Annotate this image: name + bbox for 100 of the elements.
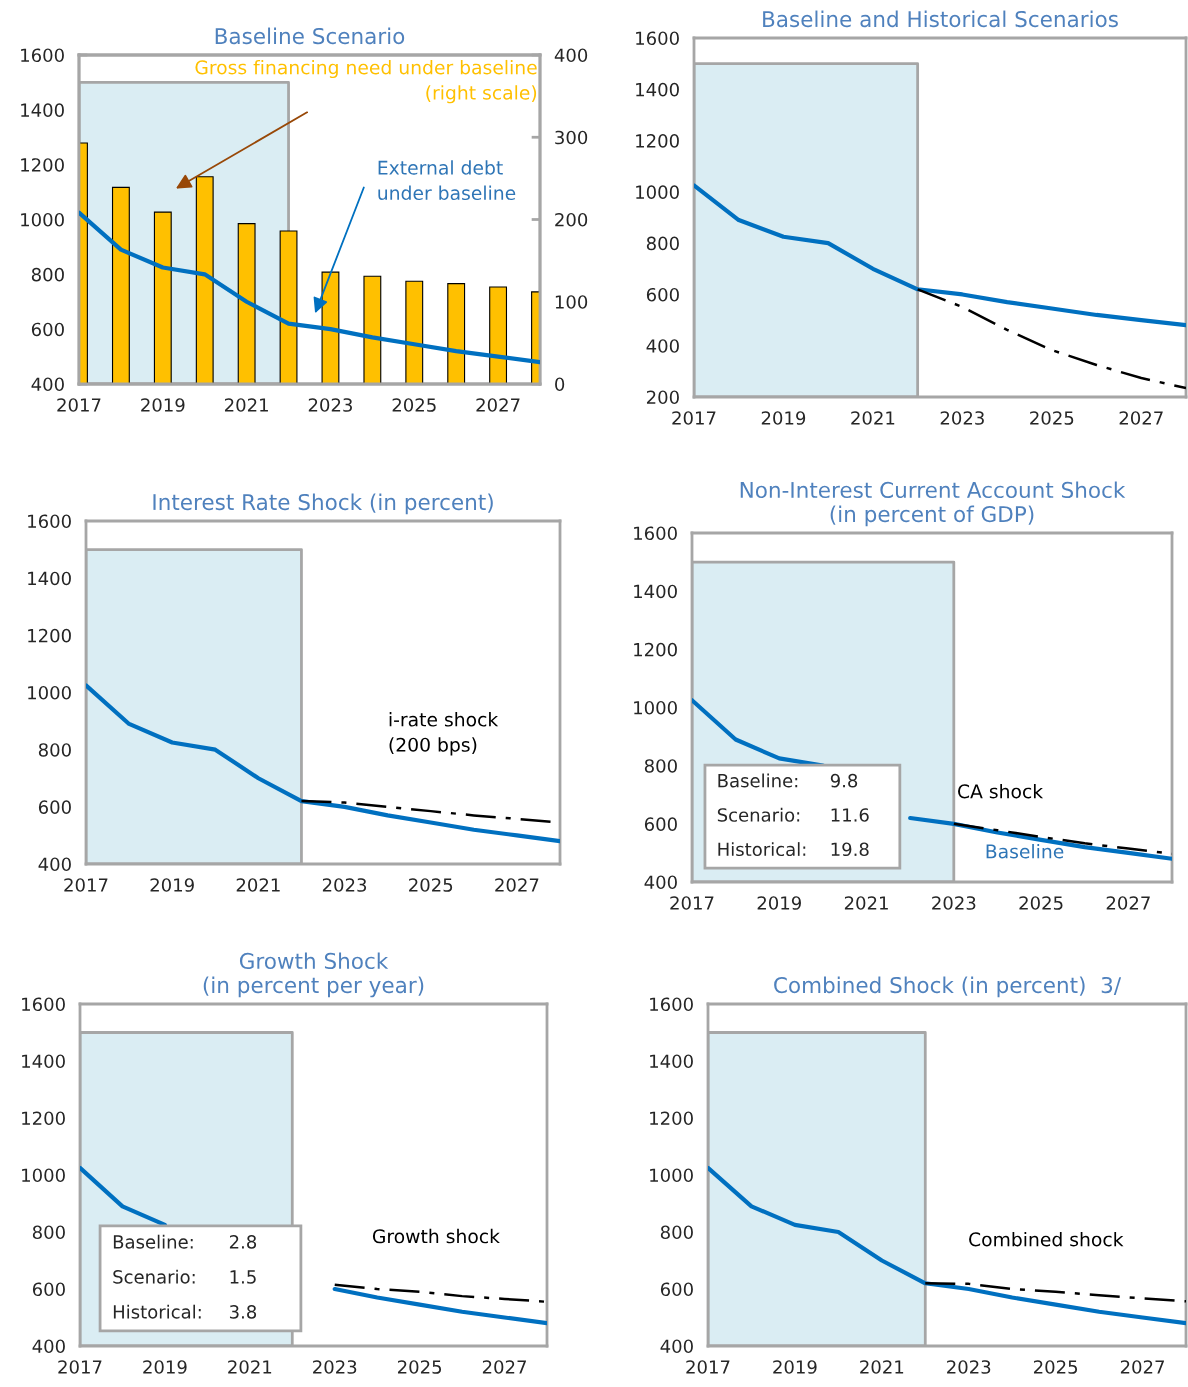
x-tick-label: 2017 xyxy=(670,896,714,910)
x-tick-label: 2017 xyxy=(64,878,108,892)
y-tick-label: 400 xyxy=(38,857,71,872)
y-tick-label: 1400 xyxy=(21,103,64,117)
bar xyxy=(153,211,172,384)
y-tick-label: 1200 xyxy=(22,1111,65,1126)
y-tick-label: 1600 xyxy=(650,997,693,1012)
x-tick-label: 2023 xyxy=(947,1360,991,1374)
bar xyxy=(111,186,130,384)
annotation: Baseline: xyxy=(718,773,798,788)
y-tick-label: 1200 xyxy=(28,628,71,643)
series-label: CA shock xyxy=(958,783,1044,799)
x-tick-label: 2019 xyxy=(773,1360,817,1374)
y-tick-label: 1200 xyxy=(636,134,679,148)
y-tick-label: 400 xyxy=(644,875,677,890)
text: i-rate shock (200 bps) xyxy=(389,712,499,756)
chart-title: Combined Shock (in percent) 3/ xyxy=(774,976,1122,998)
y-tick-label: 1600 xyxy=(28,514,71,529)
line-series xyxy=(694,183,1186,328)
x-tick-label: 2025 xyxy=(392,398,436,412)
y-tick-label: 1200 xyxy=(21,158,64,172)
y-tick-label: 400 xyxy=(660,1339,693,1354)
x-tick-label: 2019 xyxy=(757,896,801,910)
y-tick-label: 1200 xyxy=(650,1111,693,1126)
y-tick-label: 600 xyxy=(32,1282,65,1297)
y2-tick-label: 100 xyxy=(555,295,588,309)
y-tick-label: 800 xyxy=(646,236,679,251)
y-tick-label: 1400 xyxy=(634,584,677,599)
chart-title: Interest Rate Shock (in percent) xyxy=(153,493,493,515)
x-tick-label: 2021 xyxy=(224,398,268,412)
y-tick-label: 600 xyxy=(38,800,71,814)
annotation: Historical: xyxy=(113,1304,201,1319)
y-tick-label: 1400 xyxy=(22,1054,65,1069)
x-tick-label: 2019 xyxy=(761,411,806,425)
bar xyxy=(405,280,424,384)
y-tick-label: 600 xyxy=(660,1282,693,1297)
x-tick-label: 2017 xyxy=(58,1360,102,1374)
y-tick-label: 400 xyxy=(32,1339,65,1354)
x-tick-label: 2021 xyxy=(236,878,280,892)
bar xyxy=(195,176,214,384)
x-tick-label: 2017 xyxy=(686,1360,730,1374)
y-tick-label: 600 xyxy=(646,287,679,302)
x-tick-label: 2025 xyxy=(1033,1360,1078,1374)
x-tick-label: 2017 xyxy=(672,411,716,425)
y-tick-label: 1000 xyxy=(22,1168,65,1183)
y-tick-label: 1600 xyxy=(636,31,679,46)
bar xyxy=(237,223,256,384)
y2-tick-label: 300 xyxy=(555,130,588,145)
x-tick-label: 2021 xyxy=(228,1360,272,1374)
y-tick-label: 1400 xyxy=(650,1054,693,1069)
annotation: Scenario: xyxy=(113,1269,195,1284)
annotation: 11.6 xyxy=(831,808,869,822)
y-tick-label: 800 xyxy=(32,1225,65,1240)
text: Growth shock xyxy=(372,1228,500,1244)
y-tick-label: 1200 xyxy=(634,642,677,657)
y2-tick-label: 400 xyxy=(554,48,588,63)
annotation: 9.8 xyxy=(830,773,858,788)
x-tick-label: 2027 xyxy=(1106,896,1150,910)
annotation: 19.8 xyxy=(831,842,869,857)
y-tick-label: 600 xyxy=(644,817,677,831)
x-tick-label: 2027 xyxy=(1119,411,1163,425)
y-tick-label: 800 xyxy=(660,1225,693,1240)
y-tick-label: 1600 xyxy=(22,997,65,1012)
annotation: 1.5 xyxy=(230,1270,256,1284)
bar xyxy=(447,283,466,384)
y-tick-label: 800 xyxy=(38,743,71,757)
x-tick-label: 2019 xyxy=(150,878,194,892)
y-tick-label: 1600 xyxy=(21,48,64,63)
x-tick-label: 2027 xyxy=(1120,1360,1164,1374)
chart-title: Baseline Scenario xyxy=(215,27,405,45)
bar xyxy=(363,275,382,384)
x-tick-label: 2023 xyxy=(322,878,367,892)
chart-title: Non-Interest Current Account Shock (in percent of GDP) xyxy=(740,481,1126,527)
bar xyxy=(279,230,298,384)
line-series xyxy=(708,1165,1186,1326)
x-tick-label: 2023 xyxy=(932,896,976,910)
y-tick-label: 1400 xyxy=(636,82,679,97)
chart-title: Growth Shock (in percent per year) xyxy=(203,952,424,998)
x-tick-label: 2025 xyxy=(1019,896,1063,910)
bar xyxy=(321,271,340,384)
y-tick-label: 1400 xyxy=(28,571,71,586)
y-tick-label: 1000 xyxy=(634,700,677,715)
line-series xyxy=(916,288,1186,390)
x-tick-label: 2023 xyxy=(313,1360,357,1374)
x-tick-label: 2025 xyxy=(409,878,453,892)
y-tick-label: 400 xyxy=(31,377,64,392)
x-tick-label: 2025 xyxy=(1030,411,1074,425)
x-tick-label: 2025 xyxy=(397,1360,442,1374)
y-tick-label: 400 xyxy=(646,339,679,353)
x-tick-label: 2027 xyxy=(482,1360,526,1374)
y-tick-label: 1600 xyxy=(634,526,677,541)
annotation: 2.8 xyxy=(229,1235,257,1249)
x-tick-label: 2027 xyxy=(495,878,539,892)
y2-tick-label: 200 xyxy=(555,212,588,227)
line-series xyxy=(333,1283,547,1304)
line-series xyxy=(79,210,540,365)
x-tick-label: 2021 xyxy=(844,896,888,910)
x-tick-label: 2021 xyxy=(860,1360,904,1374)
annotation: Historical: xyxy=(718,842,806,857)
x-tick-label: 2017 xyxy=(57,398,101,412)
